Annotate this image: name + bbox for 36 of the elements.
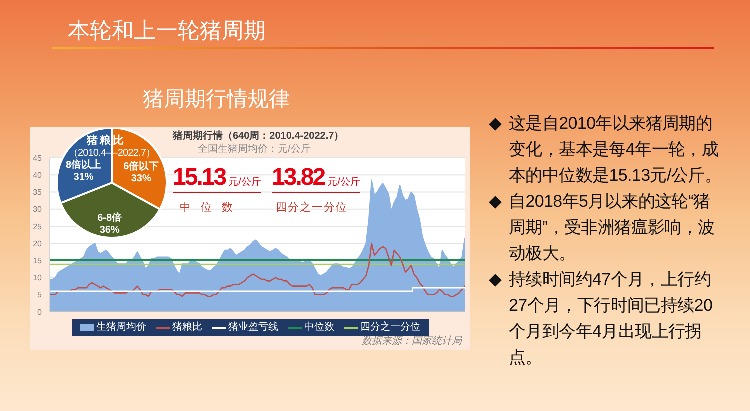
text: 持续时间约47个月，上行约27个月，下行时间已持续20个月到今年4月出现上行拐点。 bbox=[509, 269, 714, 369]
annotation: 中位数 bbox=[180, 201, 243, 215]
y-tick-label: 45 bbox=[33, 154, 43, 163]
slice-label: 6-8倍 bbox=[98, 212, 122, 224]
annotation: 15.13元/公斤 bbox=[173, 164, 262, 191]
y-tick-label: 5 bbox=[38, 290, 43, 300]
annotation: 四分之一分位 bbox=[276, 200, 348, 215]
y-tick-label: 40 bbox=[33, 170, 43, 180]
text: （2010.4----2022.7） bbox=[67, 147, 157, 160]
chart-subtitle: 全国生猪周均价：元/公斤 bbox=[198, 142, 311, 156]
text: 猪周期行情规律 bbox=[143, 87, 290, 113]
text: 自2018年5月以来的这轮“猪周期”，受非洲猪瘟影响，波动极大。 bbox=[509, 191, 716, 265]
line-series bbox=[49, 242, 466, 298]
legend-label: 猪粮比 bbox=[172, 321, 202, 334]
legend-label: 四分之一分位 bbox=[360, 321, 420, 334]
text: 这是自2010年以来猪周期的变化，基本是每4年一轮，成本的中位数是15.13元/公斤。 bbox=[509, 113, 722, 187]
y-tick-label: 10 bbox=[33, 274, 43, 283]
y-tick-label: 35 bbox=[33, 188, 43, 198]
legend-label: 生猪周均价 bbox=[96, 321, 146, 334]
y-tick-label: 20 bbox=[33, 239, 43, 248]
data-label: 31% bbox=[74, 172, 94, 183]
slice-label: 8倍以上 bbox=[66, 158, 102, 171]
text: 本轮和上一轮猪周期 bbox=[68, 17, 266, 45]
annotation: 13.82元/公斤 bbox=[272, 164, 360, 191]
source-note: 数据来源：国家统计局 bbox=[362, 334, 462, 348]
legend-label: 中位数 bbox=[304, 321, 334, 334]
y-tick-label: 0 bbox=[38, 308, 43, 317]
y-tick-label: 25 bbox=[33, 222, 43, 232]
data-label: 36% bbox=[100, 225, 120, 236]
y-tick-label: 15 bbox=[33, 256, 43, 266]
slice-label: 6倍以下 bbox=[124, 160, 160, 173]
chart-title: 猪周期行情（640周：2010.4-2022.7） bbox=[173, 130, 344, 143]
data-label: 33% bbox=[131, 174, 152, 185]
legend-label: 猪业盈亏线 bbox=[228, 321, 278, 334]
text: 猪粮比 bbox=[87, 134, 126, 148]
y-tick-label: 30 bbox=[33, 205, 43, 214]
